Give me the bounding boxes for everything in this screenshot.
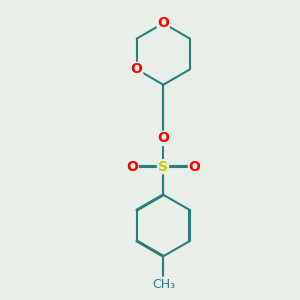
- Text: O: O: [131, 62, 142, 76]
- Text: O: O: [158, 131, 169, 146]
- Text: CH₃: CH₃: [152, 278, 175, 291]
- Text: O: O: [158, 16, 169, 30]
- Text: O: O: [189, 160, 200, 174]
- Text: S: S: [158, 160, 168, 174]
- Text: O: O: [126, 160, 138, 174]
